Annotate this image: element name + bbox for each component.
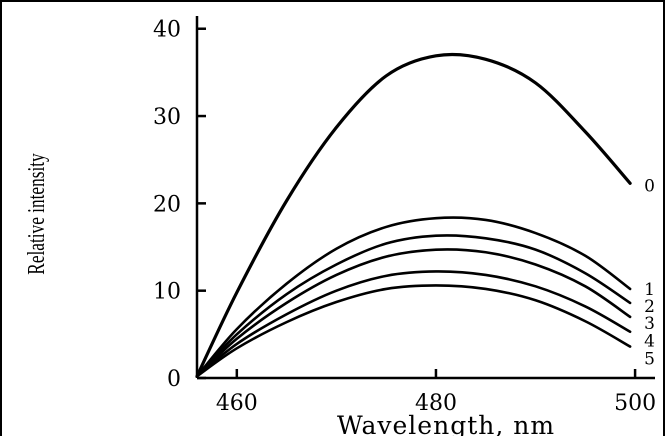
y-tick-label: 0 bbox=[167, 367, 181, 392]
series-line-1 bbox=[195, 216, 632, 378]
y-tick-label: 10 bbox=[153, 280, 181, 305]
series-line-3 bbox=[195, 248, 632, 378]
y-axis-title: Relative intensity bbox=[22, 153, 50, 275]
x-tick-label: 500 bbox=[614, 391, 656, 416]
x-ticks: 460 480 500 bbox=[216, 369, 656, 416]
series-label-5: 5 bbox=[644, 350, 655, 370]
series-lines bbox=[195, 52, 632, 378]
series-label-2: 2 bbox=[644, 297, 655, 317]
series-line-5 bbox=[195, 284, 632, 378]
series-label-3: 3 bbox=[644, 314, 655, 334]
series-line-2 bbox=[195, 234, 632, 378]
y-tick-label: 20 bbox=[153, 192, 181, 217]
series-label-4: 4 bbox=[644, 332, 655, 352]
x-axis-title: Wavelength, nm bbox=[337, 411, 555, 436]
y-ticks: 0 10 20 30 40 bbox=[153, 18, 206, 392]
y-tick-label: 40 bbox=[153, 18, 181, 43]
series-label-1: 1 bbox=[644, 280, 655, 300]
series-line-0 bbox=[195, 52, 632, 378]
series-label-0: 0 bbox=[644, 176, 655, 196]
x-tick-label: 460 bbox=[216, 391, 258, 416]
x-tick-label: 480 bbox=[415, 391, 457, 416]
y-tick-label: 30 bbox=[153, 105, 181, 130]
series-line-4 bbox=[195, 270, 632, 378]
